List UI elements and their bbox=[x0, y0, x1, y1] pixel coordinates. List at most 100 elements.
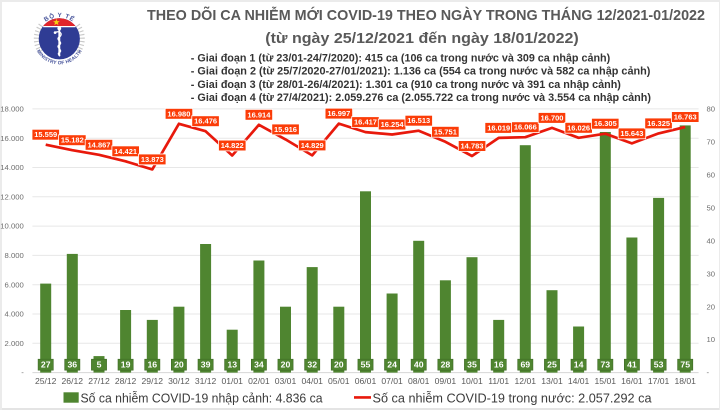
svg-text:-: - bbox=[707, 368, 710, 377]
svg-text:6.000: 6.000 bbox=[5, 280, 24, 289]
svg-text:15.559: 15.559 bbox=[34, 130, 57, 139]
svg-text:13: 13 bbox=[227, 360, 237, 370]
svg-text:17/01: 17/01 bbox=[648, 376, 670, 386]
svg-text:13.873: 13.873 bbox=[141, 155, 164, 164]
svg-text:14.000: 14.000 bbox=[0, 163, 24, 172]
svg-text:14.822: 14.822 bbox=[221, 141, 244, 150]
svg-text:16.763: 16.763 bbox=[674, 113, 697, 122]
svg-text:16.325: 16.325 bbox=[647, 119, 670, 128]
svg-text:5: 5 bbox=[97, 360, 102, 370]
svg-text:25: 25 bbox=[547, 360, 557, 370]
svg-text:27: 27 bbox=[41, 360, 51, 370]
svg-text:20: 20 bbox=[174, 360, 184, 370]
svg-text:53: 53 bbox=[654, 360, 664, 370]
svg-text:15.182: 15.182 bbox=[61, 136, 84, 145]
svg-text:70: 70 bbox=[707, 138, 716, 147]
svg-text:26/12: 26/12 bbox=[62, 376, 84, 386]
svg-text:14.829: 14.829 bbox=[301, 141, 324, 150]
svg-text:16: 16 bbox=[147, 360, 157, 370]
svg-text:06/01: 06/01 bbox=[355, 376, 377, 386]
svg-text:8.000: 8.000 bbox=[5, 251, 24, 260]
svg-text:05/01: 05/01 bbox=[328, 376, 350, 386]
svg-text:16.305: 16.305 bbox=[594, 119, 617, 128]
svg-text:30/12: 30/12 bbox=[168, 376, 190, 386]
svg-text:80: 80 bbox=[707, 105, 716, 114]
svg-text:27/12: 27/12 bbox=[88, 376, 110, 386]
svg-text:14: 14 bbox=[574, 360, 584, 370]
svg-text:75: 75 bbox=[680, 360, 690, 370]
svg-text:20: 20 bbox=[334, 360, 344, 370]
svg-text:18.000: 18.000 bbox=[0, 105, 24, 114]
svg-text:14.867: 14.867 bbox=[88, 140, 111, 149]
svg-text:29/12: 29/12 bbox=[142, 376, 164, 386]
svg-text:31/12: 31/12 bbox=[195, 376, 217, 386]
svg-text:02/01: 02/01 bbox=[248, 376, 270, 386]
svg-text:11/01: 11/01 bbox=[488, 376, 509, 386]
svg-text:(từ ngày 25/12/2021 đến ngày 1: (từ ngày 25/12/2021 đến ngày 18/01/2022) bbox=[265, 31, 579, 47]
svg-text:- Giai đoạn 2 (từ 25/7/2020-27: - Giai đoạn 2 (từ 25/7/2020-27/01/2021):… bbox=[191, 66, 651, 78]
svg-text:16.914: 16.914 bbox=[247, 110, 271, 119]
svg-text:14/01: 14/01 bbox=[568, 376, 590, 386]
svg-text:13/01: 13/01 bbox=[541, 376, 563, 386]
svg-text:07/01: 07/01 bbox=[381, 376, 403, 386]
svg-text:34: 34 bbox=[254, 360, 264, 370]
svg-text:30: 30 bbox=[707, 269, 716, 278]
svg-text:16.019: 16.019 bbox=[487, 123, 510, 132]
svg-text:- Giai đoạn 4 (từ 27/4/2021):: - Giai đoạn 4 (từ 27/4/2021): 2.059.276 … bbox=[191, 92, 652, 104]
svg-text:40: 40 bbox=[414, 360, 424, 370]
svg-text:73: 73 bbox=[600, 360, 610, 370]
svg-text:4.000: 4.000 bbox=[5, 310, 24, 319]
svg-text:50: 50 bbox=[707, 203, 716, 212]
svg-text:16.476: 16.476 bbox=[194, 117, 217, 126]
svg-text:12.000: 12.000 bbox=[0, 192, 24, 201]
svg-text:10/01: 10/01 bbox=[461, 376, 483, 386]
svg-text:25/12: 25/12 bbox=[35, 376, 57, 386]
svg-text:55: 55 bbox=[361, 360, 371, 370]
svg-text:18/01: 18/01 bbox=[674, 376, 696, 386]
svg-text:16.997: 16.997 bbox=[327, 109, 350, 118]
svg-text:32: 32 bbox=[307, 360, 317, 370]
svg-text:14.421: 14.421 bbox=[114, 147, 137, 156]
svg-text:28: 28 bbox=[441, 360, 451, 370]
svg-text:10.000: 10.000 bbox=[0, 222, 24, 231]
svg-text:41: 41 bbox=[627, 360, 637, 370]
svg-text:- Giai đoạn 1 (từ 23/01-24/7/2: - Giai đoạn 1 (từ 23/01-24/7/2020): 415 … bbox=[191, 52, 611, 64]
svg-text:15.643: 15.643 bbox=[620, 129, 643, 138]
svg-text:16.700: 16.700 bbox=[541, 113, 564, 122]
svg-text:08/01: 08/01 bbox=[408, 376, 430, 386]
svg-text:10: 10 bbox=[707, 335, 716, 344]
svg-text:16/01: 16/01 bbox=[621, 376, 643, 386]
svg-text:BỘ Y TẾ: BỘ Y TẾ bbox=[43, 12, 76, 24]
svg-text:15/01: 15/01 bbox=[595, 376, 617, 386]
svg-text:2.000: 2.000 bbox=[5, 339, 24, 348]
svg-text:35: 35 bbox=[467, 360, 477, 370]
svg-text:19: 19 bbox=[121, 360, 131, 370]
svg-text:THEO DÕI CA NHIỄM MỚI COVID-19: THEO DÕI CA NHIỄM MỚI COVID-19 THEO NGÀY… bbox=[147, 6, 705, 24]
svg-text:03/01: 03/01 bbox=[275, 376, 297, 386]
svg-text:28/12: 28/12 bbox=[115, 376, 137, 386]
svg-text:20: 20 bbox=[281, 360, 291, 370]
svg-text:15.751: 15.751 bbox=[434, 127, 457, 136]
svg-text:20: 20 bbox=[707, 302, 716, 311]
svg-text:-: - bbox=[21, 368, 24, 377]
svg-text:16.066: 16.066 bbox=[514, 123, 537, 132]
svg-text:16.513: 16.513 bbox=[407, 116, 430, 125]
svg-text:39: 39 bbox=[201, 360, 211, 370]
svg-text:12/01: 12/01 bbox=[515, 376, 537, 386]
svg-text:Số ca nhiễm COVID-19 nhập cảnh: Số ca nhiễm COVID-19 nhập cảnh: 4.836 ca bbox=[81, 391, 324, 406]
svg-text:14.783: 14.783 bbox=[461, 142, 484, 151]
svg-text:36: 36 bbox=[67, 360, 77, 370]
svg-text:16.980: 16.980 bbox=[167, 109, 190, 118]
svg-text:Số ca nhiễm COVID-19 trong nướ: Số ca nhiễm COVID-19 trong nước: 2.057.2… bbox=[373, 391, 653, 406]
svg-text:01/01: 01/01 bbox=[221, 376, 243, 386]
svg-text:69: 69 bbox=[520, 360, 530, 370]
svg-text:24: 24 bbox=[387, 360, 397, 370]
svg-text:04/01: 04/01 bbox=[301, 376, 323, 386]
svg-text:16.000: 16.000 bbox=[0, 134, 24, 143]
svg-text:60: 60 bbox=[707, 170, 716, 179]
svg-text:16: 16 bbox=[494, 360, 504, 370]
svg-text:16.417: 16.417 bbox=[354, 118, 377, 127]
svg-text:15.916: 15.916 bbox=[274, 125, 297, 134]
svg-text:40: 40 bbox=[707, 236, 716, 245]
svg-text:- Giai đoạn 3 (từ 28/01-26/4/2: - Giai đoạn 3 (từ 28/01-26/4/2021): 1.30… bbox=[191, 79, 622, 91]
